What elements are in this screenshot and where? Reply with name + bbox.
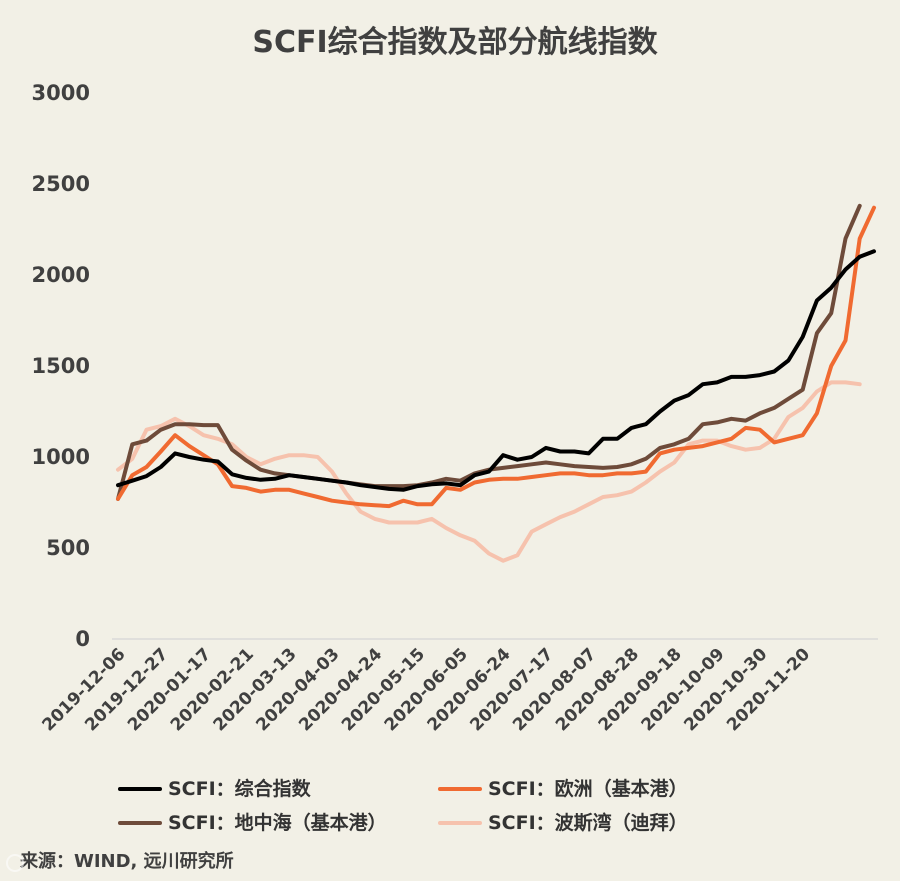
y-tick-label: 3000 <box>32 81 90 105</box>
y-axis: 0 500 1000 1500 2000 2500 3000 <box>32 81 90 651</box>
series-line-2 <box>116 203 862 501</box>
legend-label: SCFI：综合指数 <box>168 777 312 800</box>
legend-label: SCFI：地中海（基本港） <box>168 811 387 834</box>
series-line-1 <box>116 205 876 509</box>
plot-area <box>116 203 876 563</box>
y-tick-label: 0 <box>75 627 90 651</box>
source-note: 来源：WIND, 远川研究所 <box>19 850 234 872</box>
y-tick-label: 500 <box>46 536 90 560</box>
legend: SCFI：综合指数 SCFI：欧洲（基本港） SCFI：地中海（基本港） SCFI：波… <box>118 777 688 834</box>
series-line-0 <box>116 249 876 492</box>
watermark-logo-icon <box>6 854 24 872</box>
y-tick-label: 1500 <box>32 354 90 378</box>
y-tick-label: 2500 <box>32 172 90 196</box>
y-tick-label: 2000 <box>32 263 90 287</box>
watermark <box>6 854 24 872</box>
series-line-3 <box>116 380 862 563</box>
x-axis: 2019-12-062019-12-272020-01-172020-02-21… <box>38 644 814 735</box>
chart-title: SCFI综合指数及部分航线指数 <box>252 25 658 60</box>
legend-label: SCFI：欧洲（基本港） <box>488 777 688 800</box>
y-tick-label: 1000 <box>32 445 90 469</box>
legend-label: SCFI：波斯湾（迪拜） <box>488 811 688 834</box>
